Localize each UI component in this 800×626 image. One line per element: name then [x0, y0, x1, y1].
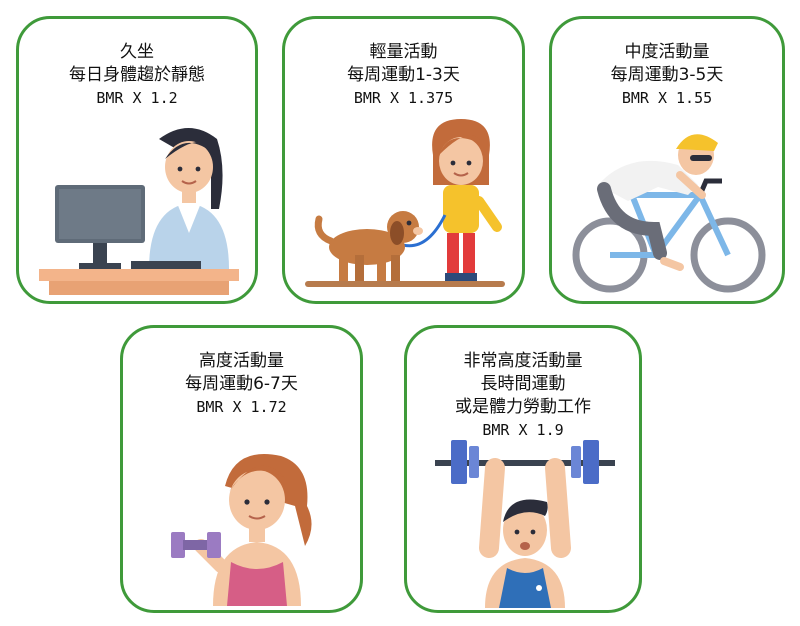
- card-title: 中度活動量: [624, 42, 710, 62]
- activity-card-high: 高度活動量 每周運動6-7天 BMR X 1.72: [120, 325, 363, 613]
- dumbbell-woman-icon: [171, 454, 312, 606]
- card-bmr-multiplier: BMR X 1.72: [196, 398, 287, 416]
- card-title: 非常高度活動量: [463, 351, 583, 371]
- card-title: 高度活動量: [199, 351, 284, 371]
- card-bmr-multiplier: BMR X 1.9: [482, 421, 564, 439]
- card-bmr-multiplier: BMR X 1.2: [96, 89, 178, 107]
- cyclist-icon: [572, 134, 766, 293]
- card-title: 久坐: [120, 42, 154, 62]
- activity-card-light: 輕量活動 每周運動1-3天 BMR X 1.375: [282, 16, 525, 304]
- activity-card-sedentary: 久坐 每日身體趨於靜態 BMR X 1.2: [16, 16, 258, 304]
- dog-walker-icon: [305, 119, 505, 287]
- card-description-extra: 或是體力勞動工作: [455, 397, 591, 417]
- office-worker-icon: [39, 128, 239, 295]
- card-description: 每日身體趨於靜態: [69, 65, 205, 85]
- card-bmr-multiplier: BMR X 1.55: [621, 89, 713, 107]
- card-description: 每周運動6-7天: [185, 374, 298, 394]
- card-description: 每周運動1-3天: [347, 65, 460, 85]
- card-description: 長時間運動: [480, 374, 566, 394]
- card-bmr-multiplier: BMR X 1.375: [353, 89, 454, 107]
- weightlifter-icon: [435, 440, 615, 608]
- activity-card-moderate: 中度活動量 每周運動3-5天 BMR X 1.55: [549, 16, 785, 304]
- card-description: 每周運動3-5天: [610, 65, 724, 85]
- activity-card-very-high: 非常高度活動量 長時間運動 或是體力勞動工作 BMR X 1.9: [404, 325, 642, 613]
- card-title: 輕量活動: [369, 42, 438, 62]
